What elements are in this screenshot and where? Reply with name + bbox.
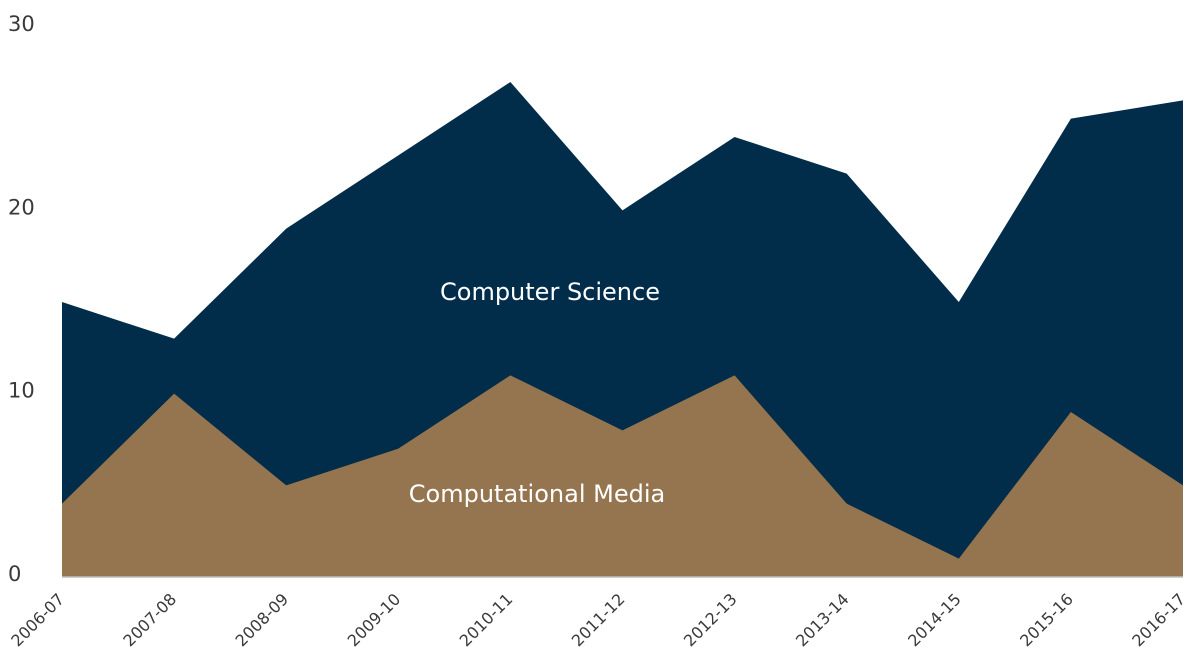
y-tick-label: 20 xyxy=(8,195,35,219)
x-tick-label: 2009-10 xyxy=(344,590,405,651)
x-tick-label: 2012-13 xyxy=(680,590,741,651)
series-label: Computer Science xyxy=(440,278,660,306)
series-label: Computational Media xyxy=(409,480,665,508)
y-tick-label: 0 xyxy=(8,562,21,586)
x-tick-label: 2016-17 xyxy=(1128,590,1189,651)
area xyxy=(62,375,1183,577)
x-tick-label: 2006-07 xyxy=(7,590,68,651)
x-tick-label: 2015-16 xyxy=(1016,590,1077,651)
area xyxy=(62,82,1183,577)
x-tick-label: 2013-14 xyxy=(792,590,853,651)
x-tick-label: 2011-12 xyxy=(568,590,629,651)
x-tick-label: 2014-15 xyxy=(904,590,965,651)
y-tick-label: 10 xyxy=(8,379,35,403)
x-tick-label: 2010-11 xyxy=(456,590,517,651)
x-tick-label: 2007-08 xyxy=(119,590,180,651)
y-tick-label: 30 xyxy=(8,12,35,36)
x-tick-label: 2008-09 xyxy=(231,590,292,651)
